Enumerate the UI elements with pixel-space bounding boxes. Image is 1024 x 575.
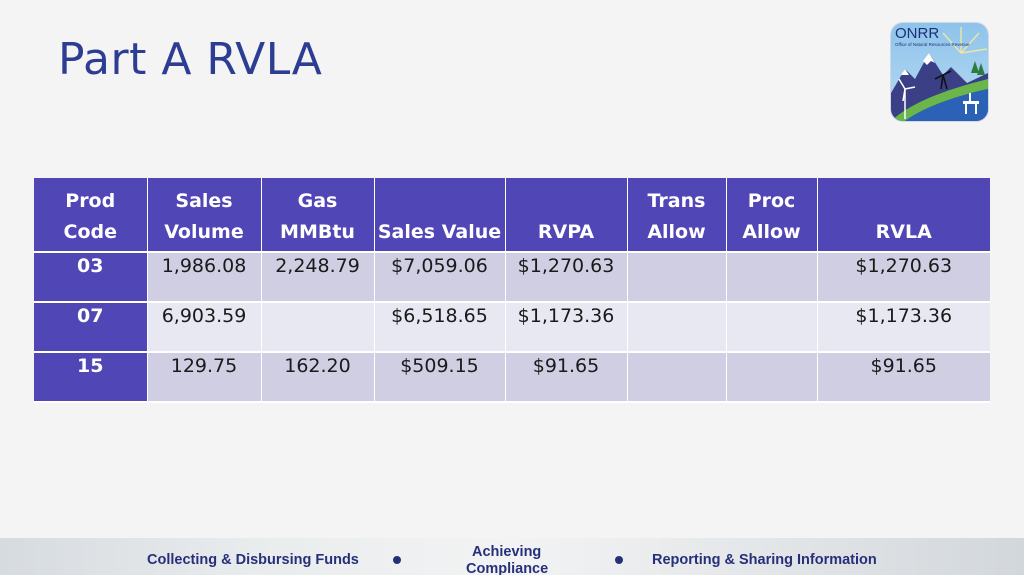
cell-rvpa: $91.65 — [505, 352, 628, 403]
cell-rvla: $91.65 — [817, 352, 990, 403]
logo-subtitle: Office of Natural Resources Revenue — [895, 42, 970, 47]
cell-gas-mmbtu: 2,248.79 — [261, 252, 375, 303]
header-gas-mmbtu: Gas MMBtu — [261, 178, 375, 253]
cell-sales-volume: 6,903.59 — [147, 302, 262, 353]
cell-rvpa: $1,270.63 — [505, 252, 628, 303]
cell-proc-allow — [726, 302, 818, 353]
cell-trans-allow — [627, 252, 727, 303]
cell-trans-allow — [627, 352, 727, 403]
cell-trans-allow — [627, 302, 727, 353]
header-rvpa: RVPA — [505, 178, 628, 253]
table-header-row: Prod Code Sales Volume Gas MMBtu Sales Valu… — [34, 178, 990, 253]
footer-banner: Collecting & Disbursing Funds Achieving … — [0, 538, 1024, 575]
table-row: 03 1,986.08 2,248.79 $7,059.06 $1,270.63… — [34, 252, 990, 303]
cell-sales-value: $509.15 — [374, 352, 506, 403]
footer-collecting-disbursing: Collecting & Disbursing Funds — [147, 552, 359, 568]
cell-sales-volume: 129.75 — [147, 352, 262, 403]
onrr-logo: ONRR Office of Natural Resources Revenue — [891, 23, 988, 121]
logo-landscape-icon — [891, 27, 988, 121]
cell-sales-value: $6,518.65 — [374, 302, 506, 353]
cell-rvla: $1,173.36 — [817, 302, 990, 353]
header-proc-allow: Proc Allow — [726, 178, 818, 253]
cell-sales-value: $7,059.06 — [374, 252, 506, 303]
cell-gas-mmbtu — [261, 302, 375, 353]
header-sales-volume: Sales Volume — [147, 178, 262, 253]
footer-compliance: Compliance — [466, 561, 549, 575]
cell-sales-volume: 1,986.08 — [147, 252, 262, 303]
cell-prod-code: 07 — [34, 302, 148, 353]
footer-achieving: Achieving — [472, 544, 542, 560]
cell-rvla: $1,270.63 — [817, 252, 990, 303]
footer-dot-icon — [615, 556, 623, 564]
cell-prod-code: 03 — [34, 252, 148, 303]
cell-rvpa: $1,173.36 — [505, 302, 628, 353]
header-trans-allow: Trans Allow — [627, 178, 727, 253]
header-prod-code: Prod Code — [34, 178, 148, 253]
cell-proc-allow — [726, 252, 818, 303]
rvla-table: Prod Code Sales Volume Gas MMBtu Sales Valu… — [34, 178, 990, 403]
header-rvla: RVLA — [817, 178, 990, 253]
cell-gas-mmbtu: 162.20 — [261, 352, 375, 403]
slide-title: Part A RVLA — [58, 34, 323, 85]
header-sales-value: Sales Value — [374, 178, 506, 253]
footer-reporting-sharing: Reporting & Sharing Information — [652, 552, 877, 568]
table-row: 07 6,903.59 $6,518.65 $1,173.36 $1,173.3… — [34, 302, 990, 353]
cell-prod-code: 15 — [34, 352, 148, 403]
footer-dot-icon — [393, 556, 401, 564]
logo-acronym: ONRR — [895, 25, 940, 42]
table-row: 15 129.75 162.20 $509.15 $91.65 $91.65 — [34, 352, 990, 403]
cell-proc-allow — [726, 352, 818, 403]
